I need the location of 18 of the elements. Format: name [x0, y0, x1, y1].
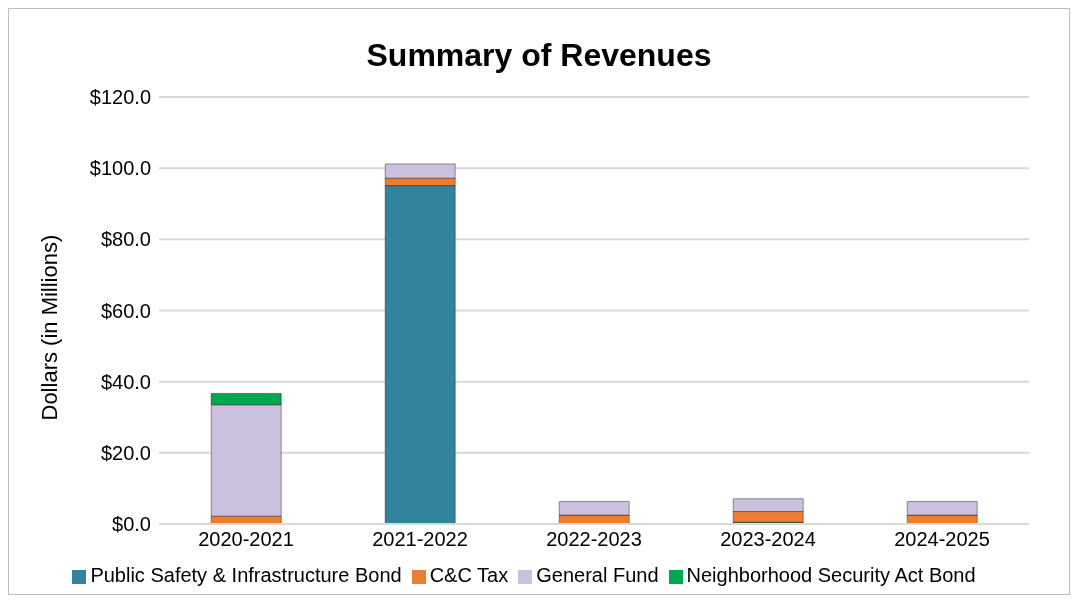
- x-tick-label: 2020-2021: [198, 528, 294, 551]
- y-axis-title: Dollars (in Millions): [36, 234, 62, 421]
- y-tick-label: $20.0: [100, 441, 151, 464]
- x-tick-label: 2024-2025: [894, 528, 990, 551]
- x-tick-label: 2023-2024: [720, 528, 816, 551]
- legend-label: Public Safety & Infrastructure Bond: [90, 564, 402, 586]
- legend-label: General Fund: [536, 564, 659, 586]
- y-tick-label: $120.0: [89, 86, 151, 109]
- x-tick-label: 2021-2022: [372, 528, 468, 551]
- legend-label: C&C Tax: [429, 564, 509, 586]
- y-tick-label: $60.0: [100, 299, 151, 322]
- y-tick-label: $100.0: [89, 157, 151, 180]
- y-tick-label: $0.0: [112, 513, 151, 536]
- y-tick-label: $40.0: [100, 370, 151, 393]
- y-tick-label: $80.0: [100, 228, 151, 251]
- x-tick-label: 2022-2023: [546, 528, 642, 551]
- chart-title: Summary of Revenues: [365, 36, 713, 75]
- legend-label: Neighborhood Security Act Bond: [686, 564, 976, 586]
